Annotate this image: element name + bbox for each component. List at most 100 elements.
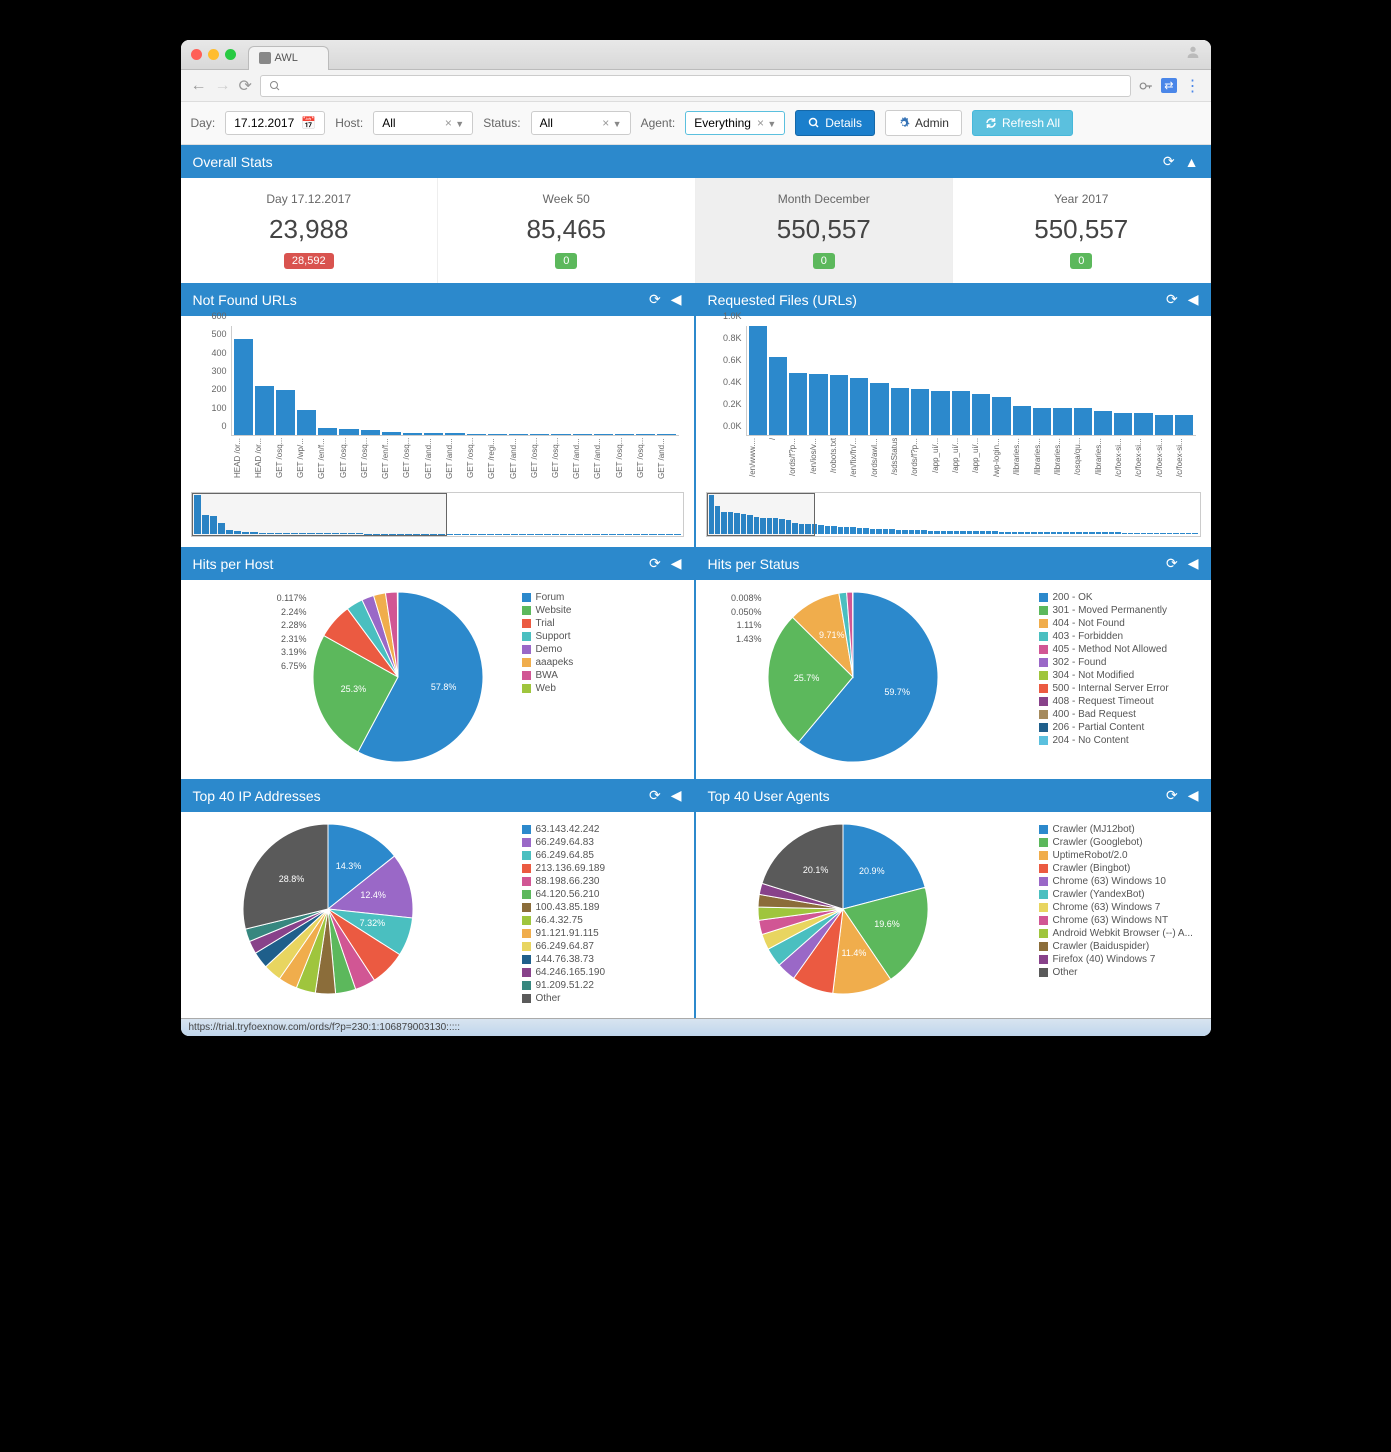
legend-item[interactable]: Chrome (63) Windows 7 — [1039, 902, 1199, 913]
chart-bar[interactable] — [530, 434, 549, 435]
chart-bar[interactable] — [382, 432, 401, 435]
chart-bar[interactable] — [972, 394, 990, 435]
legend-item[interactable]: 302 - Found — [1039, 657, 1199, 668]
day-input[interactable]: 17.12.2017 📅 — [225, 111, 325, 135]
legend-item[interactable]: Android Webkit Browser (--) A... — [1039, 928, 1199, 939]
stat-card[interactable]: Month December 550,557 0 — [696, 178, 954, 283]
chart-bar[interactable] — [255, 386, 274, 435]
refresh-icon[interactable]: ⟳ — [649, 787, 661, 804]
chart-bar[interactable] — [931, 391, 949, 435]
calendar-icon[interactable]: 📅 — [301, 116, 316, 130]
close-window-icon[interactable] — [191, 49, 202, 60]
details-button[interactable]: Details — [795, 110, 875, 136]
host-select[interactable]: All × ▼ — [373, 111, 473, 135]
maximize-window-icon[interactable] — [225, 49, 236, 60]
legend-item[interactable]: Demo — [522, 644, 682, 655]
legend-item[interactable]: 404 - Not Found — [1039, 618, 1199, 629]
refresh-icon[interactable]: ⟳ — [1166, 555, 1178, 572]
chevron-down-icon[interactable]: ▼ — [613, 119, 622, 129]
legend-item[interactable]: 144.76.38.73 — [522, 954, 682, 965]
legend-item[interactable]: 500 - Internal Server Error — [1039, 683, 1199, 694]
chart-bar[interactable] — [445, 433, 464, 435]
legend-item[interactable]: 206 - Partial Content — [1039, 722, 1199, 733]
chart-bar[interactable] — [403, 433, 422, 435]
legend-item[interactable]: 91.209.51.22 — [522, 980, 682, 991]
chart-bar[interactable] — [1074, 408, 1092, 435]
chart-bar[interactable] — [911, 389, 929, 435]
legend-item[interactable]: 405 - Method Not Allowed — [1039, 644, 1199, 655]
legend-item[interactable]: Trial — [522, 618, 682, 629]
chart-bar[interactable] — [830, 375, 848, 435]
chart-bar[interactable] — [636, 434, 655, 435]
requested-overview[interactable] — [706, 492, 1201, 537]
legend-item[interactable]: Chrome (63) Windows 10 — [1039, 876, 1199, 887]
legend-item[interactable]: 301 - Moved Permanently — [1039, 605, 1199, 616]
legend-item[interactable]: 200 - OK — [1039, 592, 1199, 603]
chart-bar[interactable] — [594, 434, 613, 435]
collapse-icon[interactable]: ▲ — [1185, 154, 1199, 170]
legend-item[interactable]: Crawler (MJ12bot) — [1039, 824, 1199, 835]
clear-icon[interactable]: × — [757, 116, 764, 130]
chart-bar[interactable] — [809, 374, 827, 435]
chart-bar[interactable] — [509, 434, 528, 435]
legend-item[interactable]: Forum — [522, 592, 682, 603]
legend-item[interactable]: 88.198.66.230 — [522, 876, 682, 887]
chart-bar[interactable] — [870, 383, 888, 435]
legend-item[interactable]: 100.43.85.189 — [522, 902, 682, 913]
legend-item[interactable]: 63.143.42.242 — [522, 824, 682, 835]
legend-item[interactable]: Crawler (Googlebot) — [1039, 837, 1199, 848]
collapse-icon[interactable]: ◀ — [671, 787, 682, 804]
legend-item[interactable]: Web — [522, 683, 682, 694]
chart-bar[interactable] — [339, 429, 358, 435]
legend-item[interactable]: BWA — [522, 670, 682, 681]
stat-card[interactable]: Day 17.12.2017 23,988 28,592 — [181, 178, 439, 283]
chart-bar[interactable] — [1053, 408, 1071, 435]
legend-item[interactable]: 213.136.69.189 — [522, 863, 682, 874]
admin-button[interactable]: Admin — [885, 110, 962, 136]
chart-bar[interactable] — [318, 428, 337, 435]
browser-tab[interactable]: AWL — [248, 46, 329, 70]
chart-bar[interactable] — [276, 390, 295, 435]
translate-icon[interactable]: ⇄ — [1161, 78, 1176, 93]
stat-card[interactable]: Week 50 85,465 0 — [438, 178, 696, 283]
chart-bar[interactable] — [467, 434, 486, 435]
legend-item[interactable]: 64.120.56.210 — [522, 889, 682, 900]
refresh-icon[interactable]: ⟳ — [1166, 291, 1178, 308]
back-icon[interactable]: ← — [191, 77, 207, 95]
stat-card[interactable]: Year 2017 550,557 0 — [953, 178, 1211, 283]
legend-item[interactable]: Crawler (YandexBot) — [1039, 889, 1199, 900]
chart-bar[interactable] — [1013, 406, 1031, 435]
status-select[interactable]: All × ▼ — [531, 111, 631, 135]
legend-item[interactable]: 204 - No Content — [1039, 735, 1199, 746]
chart-bar[interactable] — [891, 388, 909, 435]
refresh-icon[interactable]: ⟳ — [649, 291, 661, 308]
chart-bar[interactable] — [1134, 413, 1152, 435]
clear-icon[interactable]: × — [445, 116, 452, 130]
refresh-icon[interactable]: ⟳ — [1166, 787, 1178, 804]
legend-item[interactable]: Chrome (63) Windows NT — [1039, 915, 1199, 926]
chart-bar[interactable] — [424, 433, 443, 435]
collapse-icon[interactable]: ◀ — [1188, 291, 1199, 308]
chart-bar[interactable] — [234, 339, 253, 435]
legend-item[interactable]: 66.249.64.83 — [522, 837, 682, 848]
legend-item[interactable]: aaapeks — [522, 657, 682, 668]
refresh-all-button[interactable]: Refresh All — [972, 110, 1073, 136]
collapse-icon[interactable]: ◀ — [1188, 787, 1199, 804]
refresh-icon[interactable]: ⟳ — [649, 555, 661, 572]
chart-bar[interactable] — [1033, 408, 1051, 435]
legend-item[interactable]: Crawler (Bingbot) — [1039, 863, 1199, 874]
legend-item[interactable]: Support — [522, 631, 682, 642]
legend-item[interactable]: 64.246.165.190 — [522, 967, 682, 978]
notfound-overview[interactable] — [191, 492, 684, 537]
legend-item[interactable]: 46.4.32.75 — [522, 915, 682, 926]
legend-item[interactable]: UptimeRobot/2.0 — [1039, 850, 1199, 861]
legend-item[interactable]: Firefox (40) Windows 7 — [1039, 954, 1199, 965]
chevron-down-icon[interactable]: ▼ — [455, 119, 464, 129]
chart-bar[interactable] — [749, 326, 767, 435]
chart-bar[interactable] — [992, 397, 1010, 435]
legend-item[interactable]: 91.121.91.115 — [522, 928, 682, 939]
chart-bar[interactable] — [952, 391, 970, 435]
profile-icon[interactable] — [1185, 44, 1201, 65]
reload-icon[interactable]: ⟳ — [239, 76, 252, 96]
legend-item[interactable]: Website — [522, 605, 682, 616]
